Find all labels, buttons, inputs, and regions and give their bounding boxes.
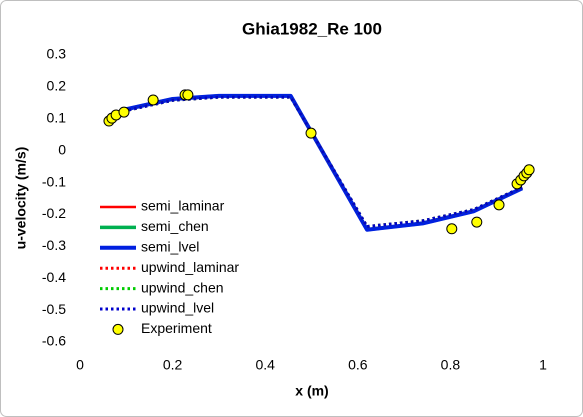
legend-label: upwind_chen (141, 279, 224, 295)
experiment-point (493, 199, 505, 211)
experiment-point (118, 106, 130, 118)
y-tick-label: 0 (58, 141, 66, 157)
y-tick-label: -0.1 (42, 173, 66, 189)
y-tick-label: 0.2 (47, 78, 67, 94)
legend-marker (112, 323, 124, 335)
legend-label: Experiment (141, 320, 212, 336)
x-tick-label: 0.6 (348, 357, 368, 373)
legend-label: semi_lvel (141, 239, 199, 255)
y-tick-label: 0.1 (47, 109, 67, 125)
series-line (108, 95, 523, 229)
x-tick-label: 0.4 (255, 357, 275, 373)
experiment-point (182, 89, 194, 101)
y-axis-title: u-velocity (m/s) (13, 147, 29, 250)
x-tick-label: 0 (76, 357, 84, 373)
experiment-point (446, 223, 458, 235)
legend-label: semi_laminar (141, 198, 225, 214)
y-tick-label: 0.3 (47, 46, 67, 62)
experiment-point (471, 216, 483, 228)
y-tick-label: -0.4 (42, 269, 66, 285)
legend-label: upwind_lvel (141, 300, 214, 316)
experiment-point (523, 164, 535, 176)
y-tick-label: -0.3 (42, 237, 66, 253)
experiment-point (305, 127, 317, 139)
y-tick-label: -0.5 (42, 301, 66, 317)
chart-title: Ghia1982_Re 100 (242, 19, 382, 38)
legend-label: semi_chen (141, 218, 209, 234)
y-tick-label: -0.6 (42, 333, 66, 349)
legend-box (92, 196, 270, 342)
x-tick-label: 1 (539, 357, 547, 373)
experiment-point (147, 94, 159, 106)
x-axis-title: x (m) (295, 383, 328, 399)
legend-label: upwind_laminar (141, 259, 239, 275)
y-tick-label: -0.2 (42, 205, 66, 221)
x-tick-label: 0.8 (441, 357, 461, 373)
x-tick-label: 0.2 (163, 357, 183, 373)
